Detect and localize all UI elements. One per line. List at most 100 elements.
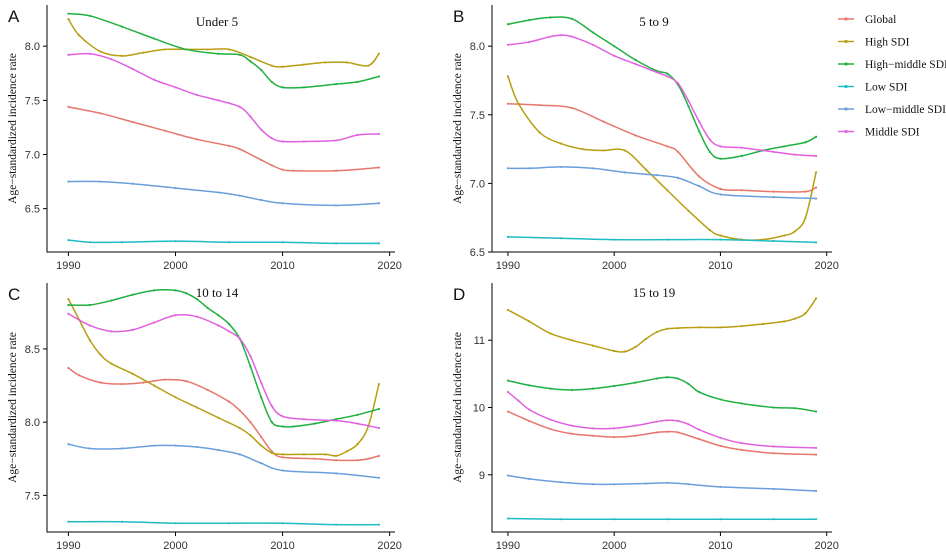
data-point (142, 381, 145, 384)
data-point (676, 377, 680, 380)
data-point (506, 102, 510, 105)
series-line (67, 298, 380, 457)
data-point (772, 406, 775, 409)
legend-label: Low−middle SDI (865, 104, 946, 116)
data-point (260, 381, 263, 384)
data-point (67, 366, 70, 370)
x-tick-label: 1990 (56, 540, 80, 552)
data-point (195, 406, 199, 409)
data-point (740, 324, 743, 328)
data-point (281, 65, 284, 68)
data-point (131, 372, 134, 375)
series-low-sdi (67, 238, 381, 245)
data-point (698, 185, 701, 188)
data-point (88, 14, 91, 17)
data-point (335, 139, 338, 142)
series-line (68, 52, 379, 143)
data-point (634, 381, 637, 384)
data-point (623, 171, 626, 174)
data-point (217, 99, 220, 102)
series-high-middle-sdi (67, 12, 381, 89)
data-point (613, 45, 616, 48)
data-point (772, 150, 775, 153)
data-point (99, 381, 102, 384)
data-point (345, 450, 348, 453)
data-point (185, 292, 188, 295)
data-point (249, 55, 252, 59)
data-point (698, 130, 701, 133)
series-line (68, 443, 380, 479)
data-point (281, 469, 284, 472)
data-point (708, 228, 711, 232)
data-point (270, 64, 273, 67)
data-point (814, 453, 818, 456)
data-point (591, 43, 595, 46)
data-point (814, 186, 818, 189)
y-tick-label: 6.5 (470, 247, 485, 259)
data-point (740, 402, 743, 405)
data-point (528, 384, 531, 387)
series-middle-sdi (506, 34, 818, 158)
data-point (570, 106, 573, 110)
data-point (528, 408, 531, 411)
data-point (634, 134, 637, 137)
data-point (655, 377, 658, 380)
series-low-sdi (67, 520, 381, 526)
data-point (783, 320, 786, 323)
data-point (666, 419, 669, 422)
x-tick-label: 1990 (56, 260, 80, 272)
series-high-middle-sdi (506, 376, 818, 413)
data-point (644, 482, 648, 485)
data-point (356, 443, 359, 446)
data-point (281, 241, 284, 244)
data-point (174, 186, 177, 190)
data-point (676, 431, 680, 434)
y-tick-label: 8.0 (25, 417, 40, 429)
data-point (549, 332, 552, 335)
data-point (174, 240, 177, 243)
data-point (591, 167, 595, 170)
data-point (67, 443, 70, 446)
data-point (687, 483, 690, 486)
data-point (506, 75, 510, 78)
y-axis-label: Age−standardized incidence rate (7, 53, 19, 204)
series-low-sdi (506, 235, 818, 244)
data-point (152, 321, 156, 324)
data-point (99, 180, 102, 183)
data-point (302, 63, 306, 66)
data-point (570, 424, 573, 427)
series-high-middle-sdi (67, 289, 381, 428)
data-point (719, 157, 722, 160)
data-point (270, 137, 273, 140)
data-point (506, 474, 510, 477)
legend-entry: High SDI (838, 37, 910, 49)
data-point (634, 345, 637, 349)
y-axis-label: Age−standardized incidence rate (7, 332, 19, 483)
data-point (676, 326, 680, 330)
data-point (528, 40, 531, 44)
data-point (591, 434, 595, 437)
data-point (814, 489, 818, 493)
data-point (719, 398, 722, 401)
data-point (559, 142, 563, 145)
data-point (152, 78, 156, 81)
legend-marker (844, 84, 848, 89)
data-point (591, 483, 595, 486)
data-point (206, 48, 209, 51)
data-point (655, 331, 658, 334)
data-point (335, 523, 338, 526)
data-point (238, 147, 241, 151)
data-point (120, 54, 124, 58)
panel-letter: C (8, 285, 20, 304)
series-high-sdi (506, 297, 818, 353)
series-line (507, 376, 817, 413)
data-point (549, 427, 552, 431)
data-point (634, 58, 637, 61)
data-point (260, 462, 263, 465)
data-point (740, 146, 743, 149)
legend-marker (844, 107, 848, 111)
data-point (655, 71, 658, 74)
data-point (666, 481, 669, 484)
data-point (217, 191, 220, 194)
legend-marker (844, 129, 848, 134)
